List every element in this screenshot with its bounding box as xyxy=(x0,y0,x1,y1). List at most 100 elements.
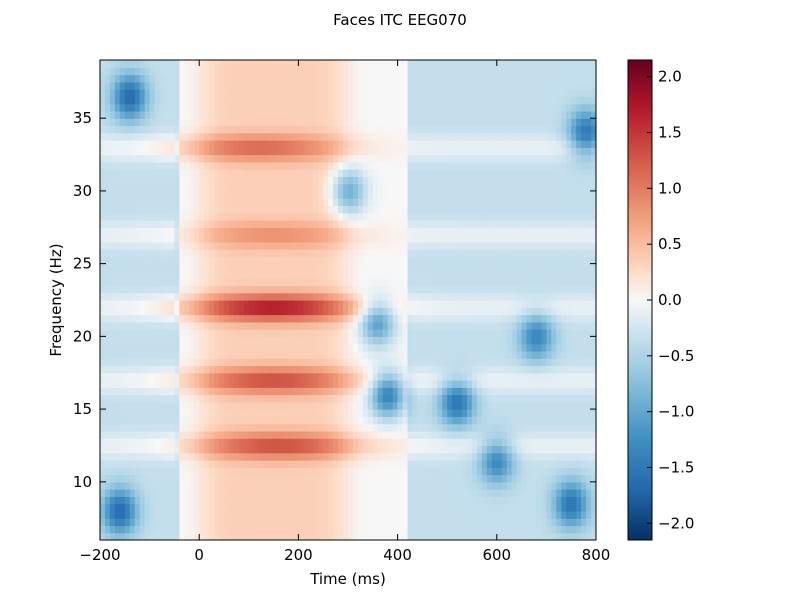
heatmap-cell xyxy=(462,74,468,83)
heatmap-cell xyxy=(233,234,240,243)
heatmap-cell xyxy=(233,358,240,367)
heatmap-cell xyxy=(109,96,116,105)
heatmap-cell xyxy=(258,401,265,410)
heatmap-cell xyxy=(278,256,285,265)
heatmap-cell xyxy=(318,401,324,410)
heatmap-cell xyxy=(139,474,146,483)
heatmap-cell xyxy=(447,380,453,388)
heatmap-cell xyxy=(124,423,131,432)
heatmap-cell xyxy=(149,118,156,127)
heatmap-cell xyxy=(407,532,414,540)
heatmap-cell xyxy=(313,190,319,199)
heatmap-cell xyxy=(204,336,210,345)
heatmap-cell xyxy=(243,329,250,337)
heatmap-cell xyxy=(278,140,285,148)
heatmap-cell xyxy=(318,67,324,76)
heatmap-cell xyxy=(427,110,433,119)
heatmap-cell xyxy=(447,489,453,497)
heatmap-cell xyxy=(278,329,285,337)
heatmap-cell xyxy=(422,285,428,294)
heatmap-cell xyxy=(174,314,180,323)
heatmap-cell xyxy=(233,81,240,90)
heatmap-cell xyxy=(298,336,304,345)
heatmap-cell xyxy=(189,467,195,476)
heatmap-cell xyxy=(263,532,270,540)
heatmap-cell xyxy=(452,329,458,337)
heatmap-cell xyxy=(382,532,389,540)
heatmap-cell xyxy=(333,307,339,316)
heatmap-cell xyxy=(253,510,260,519)
heatmap-cell xyxy=(189,358,195,367)
heatmap-cell xyxy=(228,154,235,163)
heatmap-cell xyxy=(412,532,419,540)
heatmap-cell xyxy=(367,387,374,396)
heatmap-cell xyxy=(219,190,225,199)
heatmap-cell xyxy=(224,518,230,527)
heatmap-cell xyxy=(412,329,419,337)
heatmap-cell xyxy=(308,387,314,396)
heatmap-cell xyxy=(283,314,290,323)
heatmap-cell xyxy=(422,430,428,439)
heatmap-cell xyxy=(114,445,121,454)
heatmap-cell xyxy=(343,423,349,432)
heatmap-cell xyxy=(248,321,255,330)
heatmap-cell xyxy=(129,460,136,468)
heatmap-cell xyxy=(318,452,324,461)
heatmap-cell xyxy=(243,169,250,177)
heatmap-cell xyxy=(119,314,126,323)
heatmap-cell xyxy=(179,278,185,287)
heatmap-cell xyxy=(124,74,131,83)
heatmap-cell xyxy=(452,365,458,374)
heatmap-cell xyxy=(362,183,369,192)
heatmap-cell xyxy=(199,285,205,294)
heatmap-cell xyxy=(228,496,235,505)
heatmap-cell xyxy=(382,474,389,483)
heatmap-cell xyxy=(387,460,394,468)
heatmap-cell xyxy=(313,518,319,527)
heatmap-cell xyxy=(114,416,121,425)
heatmap-cell xyxy=(169,263,175,272)
heatmap-cell xyxy=(338,270,344,279)
heatmap-cell xyxy=(283,438,290,447)
heatmap-cell xyxy=(224,525,230,534)
heatmap-cell xyxy=(288,132,295,141)
heatmap-cell xyxy=(228,387,235,396)
heatmap-cell xyxy=(288,474,295,483)
heatmap-cell xyxy=(214,343,220,352)
heatmap-cell xyxy=(412,198,419,207)
heatmap-cell xyxy=(333,249,339,257)
heatmap-cell xyxy=(293,445,299,454)
heatmap-cell xyxy=(278,387,285,396)
heatmap-cell xyxy=(323,358,329,367)
heatmap-cell xyxy=(154,81,161,90)
heatmap-cell xyxy=(278,292,285,301)
heatmap-cell xyxy=(308,532,314,540)
heatmap-cell xyxy=(204,438,210,447)
heatmap-cell xyxy=(427,60,433,68)
heatmap-cell xyxy=(462,372,468,381)
heatmap-cell xyxy=(119,263,126,272)
heatmap-cell xyxy=(447,169,453,177)
heatmap-cell xyxy=(258,249,265,257)
heatmap-cell xyxy=(194,481,200,490)
heatmap-cell xyxy=(328,147,334,156)
heatmap-cell xyxy=(472,300,478,308)
heatmap-cell xyxy=(437,452,443,461)
heatmap-cell xyxy=(238,125,245,134)
heatmap-cell xyxy=(209,503,215,512)
heatmap-cell xyxy=(100,481,106,490)
heatmap-cell xyxy=(417,118,423,127)
heatmap-cell xyxy=(427,510,433,519)
heatmap-cell xyxy=(204,161,210,170)
heatmap-cell xyxy=(382,307,389,316)
heatmap-cell xyxy=(253,74,260,83)
heatmap-cell xyxy=(293,270,299,279)
heatmap-cell xyxy=(154,445,161,454)
heatmap-cell xyxy=(243,278,250,287)
heatmap-cell xyxy=(109,190,116,199)
heatmap-cell xyxy=(263,438,270,447)
heatmap-cell xyxy=(402,467,409,476)
heatmap-cell xyxy=(362,380,369,388)
heatmap-cell xyxy=(169,198,175,207)
heatmap-cell xyxy=(367,438,374,447)
